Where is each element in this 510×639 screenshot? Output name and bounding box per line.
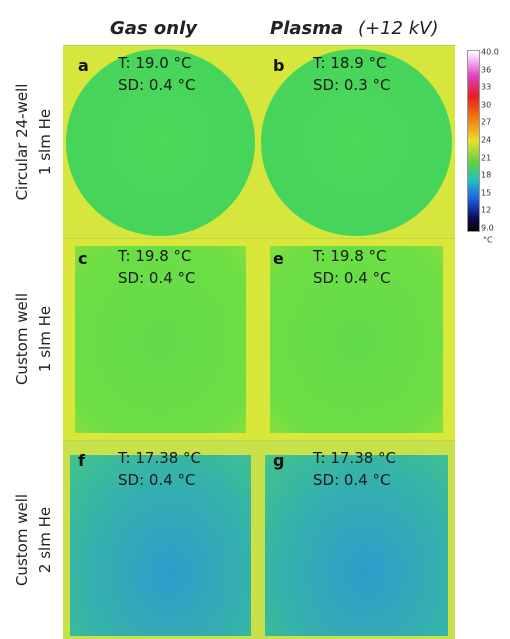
colorbar-tick: 36 (481, 65, 491, 74)
panel-letter: f (78, 451, 85, 470)
row-label: Circular 24-well (12, 83, 32, 200)
temperature: T: 17.38 °C (118, 449, 201, 467)
panel-letter: c (78, 249, 87, 268)
colorbar (467, 50, 480, 232)
colorbar-tick: 18 (481, 171, 491, 180)
panel-letter: a (78, 56, 89, 75)
std-dev: SD: 0.4 °C (313, 471, 391, 489)
row-label: 1 slm He (35, 108, 55, 174)
colorbar-tick: 27 (481, 118, 491, 127)
temperature: T: 19.8 °C (118, 247, 191, 265)
temperature: T: 19.0 °C (118, 54, 191, 72)
colorbar-tick: 33 (481, 83, 491, 92)
thermal-panel: b T: 18.9 °C SD: 0.3 °C (258, 45, 455, 239)
temperature: T: 18.9 °C (313, 54, 386, 72)
colorbar-tick: 30 (481, 100, 491, 109)
colorbar-tick: 12 (481, 206, 491, 215)
std-dev: SD: 0.4 °C (313, 269, 391, 287)
panel-letter: g (273, 451, 284, 470)
std-dev: SD: 0.4 °C (118, 471, 196, 489)
thermal-panel: e T: 19.8 °C SD: 0.4 °C (258, 238, 455, 440)
panel-letter: b (273, 56, 284, 75)
colorbar-tick: 40.0 (481, 48, 499, 57)
thermal-panel: f T: 17.38 °C SD: 0.4 °C (63, 440, 258, 639)
temperature: T: 17.38 °C (313, 449, 396, 467)
column-header: Gas only (110, 18, 197, 39)
figure: Gas only Plasma (+12 kV) Circular 24-wel… (0, 0, 510, 639)
colorbar-unit: °C (483, 236, 493, 245)
colorbar-tick: 9.0 (481, 224, 494, 233)
colorbar-tick: 21 (481, 153, 491, 162)
thermal-panel: g T: 17.38 °C SD: 0.4 °C (258, 440, 455, 639)
temperature: T: 19.8 °C (313, 247, 386, 265)
row-label: Custom well (12, 292, 32, 384)
row-label: Custom well (12, 493, 32, 585)
row-label: 2 slm He (35, 506, 55, 572)
panel-letter: e (273, 249, 284, 268)
thermal-panel: a T: 19.0 °C SD: 0.4 °C (63, 45, 258, 239)
std-dev: SD: 0.4 °C (118, 76, 196, 94)
std-dev: SD: 0.4 °C (118, 269, 196, 287)
column-header: Plasma (270, 18, 343, 39)
row-label: 1 slm He (35, 305, 55, 371)
std-dev: SD: 0.3 °C (313, 76, 391, 94)
column-header-note: (+12 kV) (358, 18, 439, 39)
colorbar-tick: 15 (481, 188, 491, 197)
thermal-panel: c T: 19.8 °C SD: 0.4 °C (63, 238, 258, 440)
colorbar-tick: 24 (481, 136, 491, 145)
